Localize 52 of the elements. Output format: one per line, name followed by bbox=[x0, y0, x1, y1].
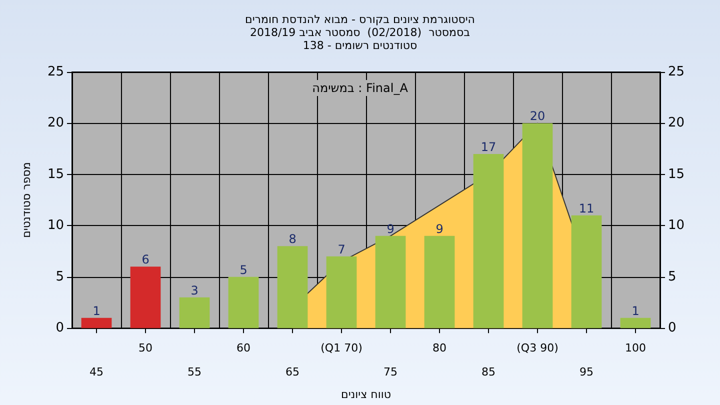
bar bbox=[473, 154, 504, 328]
bar bbox=[620, 318, 651, 328]
y2-tick-label: 15 bbox=[668, 166, 685, 182]
bar bbox=[375, 236, 406, 328]
x-tick-label: 95 bbox=[580, 366, 594, 379]
y-tick-label: 5 bbox=[56, 269, 64, 284]
data-label: 8 bbox=[288, 232, 296, 246]
data-label: 7 bbox=[338, 242, 346, 256]
x-tick-label: 80 bbox=[432, 342, 446, 355]
bar bbox=[130, 266, 161, 328]
bar bbox=[522, 123, 553, 328]
x-tick-label: (Q3 90) bbox=[516, 342, 558, 355]
x-tick-label: 85 bbox=[482, 366, 496, 379]
x-tick-label: 100 bbox=[625, 342, 646, 355]
y-tick-label: 20 bbox=[47, 116, 64, 131]
bar bbox=[571, 215, 602, 328]
x-tick-label: 45 bbox=[90, 366, 104, 379]
data-label: 1 bbox=[92, 304, 100, 318]
y2-tick-label: 5 bbox=[668, 269, 676, 284]
data-label: 1 bbox=[632, 304, 640, 318]
x-tick-label: 60 bbox=[236, 342, 250, 355]
x-tick-label: (Q1 70) bbox=[320, 342, 362, 355]
data-label: 20 bbox=[530, 109, 546, 124]
bar bbox=[424, 236, 455, 328]
y-tick-label: 10 bbox=[47, 218, 64, 234]
y-tick-label: 15 bbox=[47, 166, 64, 182]
chart-title: היסטוגרמת ציונים בקורס - מבוא להנדסת חומרים בסמסטר (02/2018) סמסטר אביב 2018/19 סטודנטים רשומים - 138 bbox=[245, 13, 475, 52]
y2-tick-label: 10 bbox=[668, 218, 685, 234]
bar bbox=[326, 256, 357, 328]
x-tick-label: 50 bbox=[138, 342, 152, 355]
data-label: 5 bbox=[240, 262, 248, 277]
x-tick-label: 75 bbox=[384, 366, 398, 379]
bar bbox=[179, 297, 210, 328]
x-tick-label: 55 bbox=[188, 366, 202, 379]
x-tick-label: 65 bbox=[286, 366, 300, 379]
bar bbox=[277, 246, 308, 328]
bar bbox=[81, 318, 112, 328]
y-axis-title: מספר סטודנטים bbox=[20, 162, 33, 238]
y2-tick-label: 20 bbox=[668, 116, 685, 131]
data-label: 17 bbox=[480, 140, 496, 154]
y2-tick-label: 25 bbox=[668, 64, 685, 80]
y-tick-label: 0 bbox=[56, 320, 64, 336]
data-label: 11 bbox=[578, 201, 594, 216]
y-tick-label: 25 bbox=[47, 64, 64, 80]
data-label: 6 bbox=[142, 252, 150, 267]
bar bbox=[228, 276, 259, 328]
y2-tick-label: 0 bbox=[668, 320, 676, 336]
data-label: 9 bbox=[386, 222, 394, 236]
annotation: במשימה : Final_A bbox=[312, 81, 409, 95]
x-axis-title: טווח ציונים bbox=[341, 388, 391, 401]
data-label: 3 bbox=[190, 283, 198, 298]
data-label: 9 bbox=[436, 222, 444, 236]
